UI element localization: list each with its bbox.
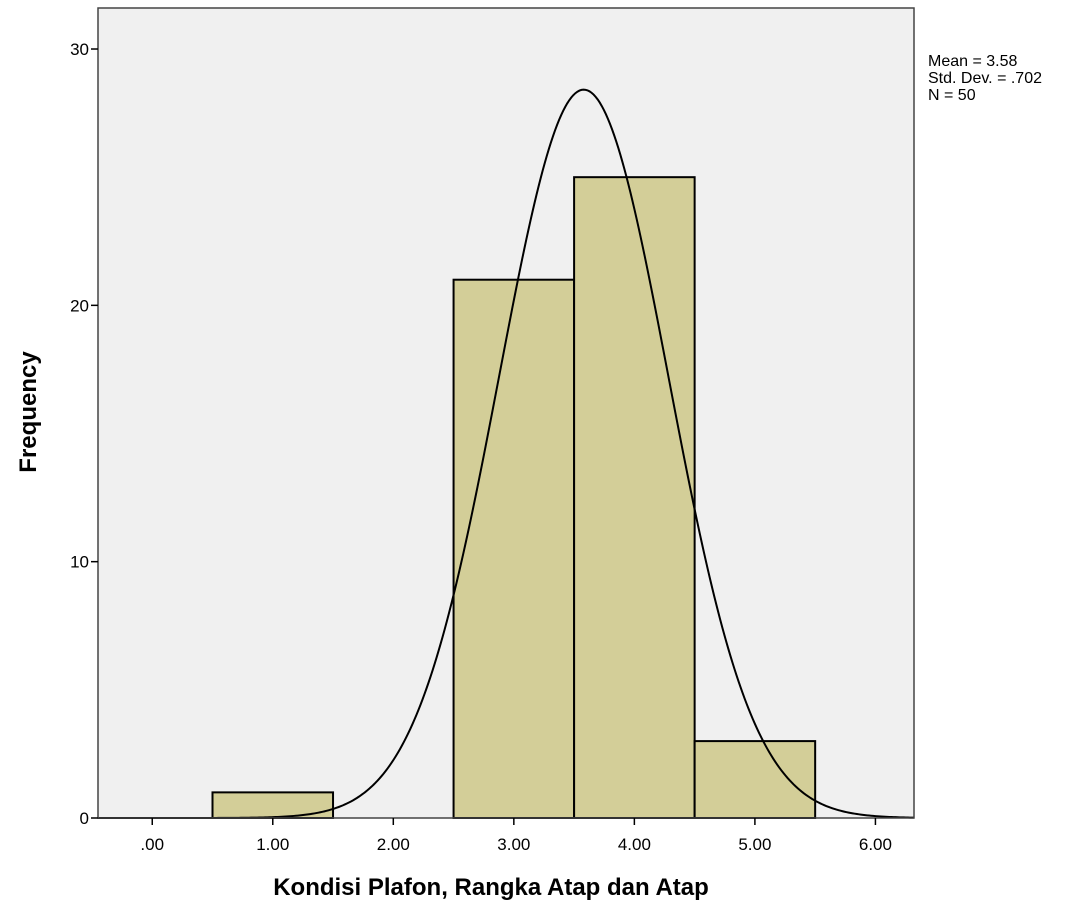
y-tick-label: 10 <box>70 553 89 572</box>
stat-n: N = 50 <box>928 87 976 104</box>
histogram-bar-4 <box>693 740 817 819</box>
x-tick-label: .00 <box>140 835 164 854</box>
x-axis: .00 1.00 2.00 3.00 4.00 5.00 6.00 <box>140 818 892 854</box>
y-tick-label: 30 <box>70 40 89 59</box>
x-tick-label: 3.00 <box>497 835 530 854</box>
histogram-bar-3 <box>573 176 696 820</box>
histogram-bar-2 <box>452 278 576 819</box>
x-tick-label: 1.00 <box>256 835 289 854</box>
y-tick-label: 0 <box>80 809 89 828</box>
x-axis-title: Kondisi Plafon, Rangka Atap dan Atap <box>273 874 709 901</box>
stat-std-dev: Std. Dev. = .702 <box>928 70 1042 87</box>
y-axis: 0 10 20 30 <box>70 40 98 828</box>
x-tick-label: 5.00 <box>738 835 771 854</box>
x-tick-label: 6.00 <box>859 835 892 854</box>
bars-group <box>211 176 817 820</box>
x-tick-label: 4.00 <box>618 835 651 854</box>
plot-frame <box>97 7 915 819</box>
y-axis-title: Frequency <box>15 351 42 473</box>
x-tick-label: 2.00 <box>377 835 410 854</box>
y-tick-label: 20 <box>70 296 89 315</box>
stat-mean: Mean = 3.58 <box>928 53 1018 70</box>
